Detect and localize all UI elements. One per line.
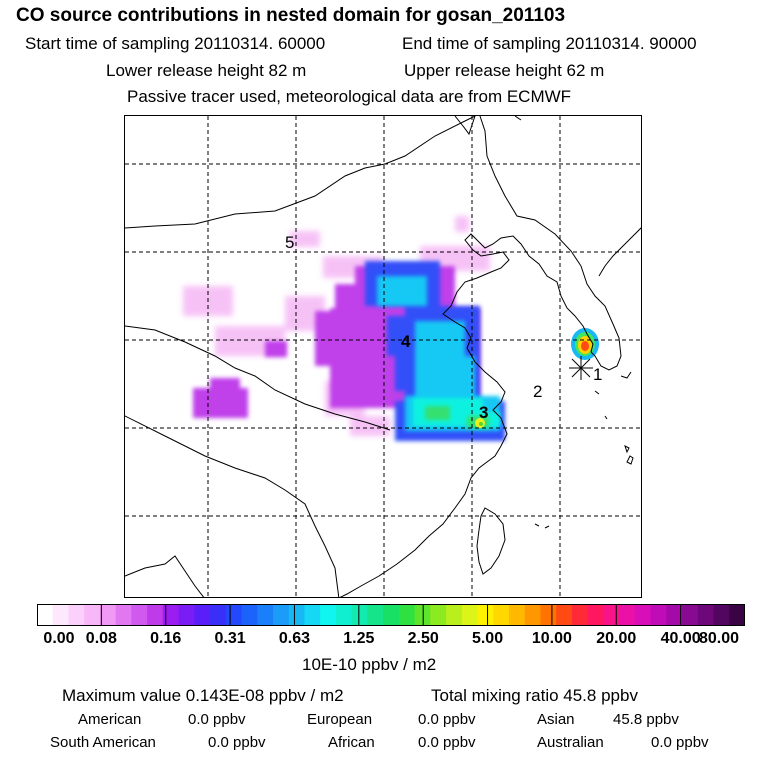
coastlines	[125, 116, 641, 597]
total-mixing-label: Total mixing ratio 45.8 ppbv	[431, 686, 638, 705]
region-label-4: 4	[401, 332, 411, 351]
colorbar-cell	[509, 604, 526, 626]
region-value-asian: 45.8 ppbv	[613, 711, 679, 728]
region-label-2: 2	[533, 382, 542, 401]
region-value-african: 0.0 ppbv	[418, 734, 476, 751]
meteo-note: Passive tracer used, meteorological data…	[127, 87, 572, 106]
colorbar-cell	[68, 604, 85, 626]
colorbar-cell	[446, 604, 463, 626]
colorbar-tick-label: 80.00	[698, 630, 740, 647]
colorbar-cell	[351, 604, 368, 626]
region-label-5: 5	[285, 233, 294, 252]
colorbar-cell	[225, 604, 243, 626]
colorbar-cell	[194, 604, 211, 626]
colorbar-cell	[713, 604, 730, 626]
colorbar-tick-label: 10.00	[531, 630, 572, 647]
upper-release-label: Upper release height 62 m	[404, 61, 605, 80]
colorbar-cell	[304, 604, 321, 626]
colorbar-cell	[257, 604, 274, 626]
colorbar-cell	[367, 604, 384, 626]
colorbar-cell	[52, 604, 70, 626]
lower-release-label: Lower release height 82 m	[106, 61, 307, 80]
colorbar-cell	[729, 604, 746, 626]
region-label-3: 3	[479, 403, 488, 422]
colorbar-cell	[430, 604, 447, 626]
colorbar-cell	[477, 604, 494, 626]
page-title: CO source contributions in nested domain…	[16, 5, 566, 26]
colorbar-cell	[162, 604, 180, 626]
colorbar-cell	[461, 604, 479, 626]
colorbar-tick-label: 40.00	[660, 630, 701, 647]
colorbar-tick-label: 0.31	[214, 630, 246, 647]
colorbar-cell	[288, 604, 306, 626]
region-name-american: American	[78, 711, 142, 728]
colorbar-cell	[634, 604, 652, 626]
end-time-label: End time of sampling 20110314. 90000	[402, 34, 697, 53]
region-value-european: 0.0 ppbv	[418, 711, 476, 728]
region-name-european: European	[307, 711, 373, 728]
colorbar-cell	[398, 604, 416, 626]
colorbar-cell	[682, 604, 699, 626]
region-name-australian: Australian	[537, 734, 604, 751]
colorbar-cell	[178, 604, 195, 626]
hotspot-green	[479, 422, 483, 426]
colorbar-tick-label: 0.00	[43, 630, 75, 647]
colorbar-tick-label: 1.25	[343, 630, 375, 647]
colorbar-cell	[587, 604, 604, 626]
colorbar-tick-label: 0.08	[85, 630, 117, 647]
colorbar-cell	[556, 604, 573, 626]
region-name-south-american: South American	[50, 734, 156, 751]
region-name-asian: Asian	[537, 711, 575, 728]
colorbar-cell	[147, 604, 164, 626]
colorbar-tick-label: 2.50	[407, 630, 439, 647]
colorbar-unit: 10E-10 ppbv / m2	[302, 655, 437, 674]
colorbar-cell	[493, 604, 510, 626]
concentration-map: 1 2 3 4 5	[124, 115, 642, 598]
region-value-south-american: 0.0 ppbv	[208, 734, 266, 751]
colorbar-cell	[320, 604, 337, 626]
region-value-american: 0.0 ppbv	[188, 711, 246, 728]
colorbar-cell	[697, 604, 715, 626]
colorbar-cell	[84, 604, 101, 626]
colorbar-cell	[383, 604, 400, 626]
colorbar-cell	[37, 604, 54, 626]
colorbar-cell	[241, 604, 258, 626]
colorbar-cell	[99, 604, 117, 626]
colorbar	[37, 604, 746, 626]
colorbar-cell	[273, 604, 290, 626]
colorbar-tick-label: 5.00	[471, 630, 504, 647]
receptor-star-icon	[569, 356, 593, 380]
region-value-australian: 0.0 ppbv	[651, 734, 709, 751]
colorbar-tick-label: 20.00	[596, 630, 637, 647]
colorbar-cell	[619, 604, 636, 626]
colorbar-cell	[210, 604, 227, 626]
colorbar-cell	[666, 604, 683, 626]
colorbar-cell	[571, 604, 589, 626]
colorbar-tick-label: 0.63	[278, 630, 311, 647]
colorbar-cell	[131, 604, 148, 626]
colorbar-cell	[650, 604, 667, 626]
grid-lines	[125, 116, 641, 597]
region-name-african: African	[328, 734, 375, 751]
colorbar-cell	[335, 604, 353, 626]
max-value-label: Maximum value 0.143E-08 ppbv / m2	[62, 686, 344, 705]
colorbar-tick-label: 0.16	[150, 630, 182, 647]
region-label-1: 1	[593, 365, 602, 384]
colorbar-cell	[524, 604, 542, 626]
colorbar-cell	[603, 604, 620, 626]
start-time-label: Start time of sampling 20110314. 60000	[25, 34, 326, 53]
receptor-hotspot	[571, 328, 599, 360]
colorbar-cell	[115, 604, 132, 626]
colorbar-cell	[540, 604, 557, 626]
